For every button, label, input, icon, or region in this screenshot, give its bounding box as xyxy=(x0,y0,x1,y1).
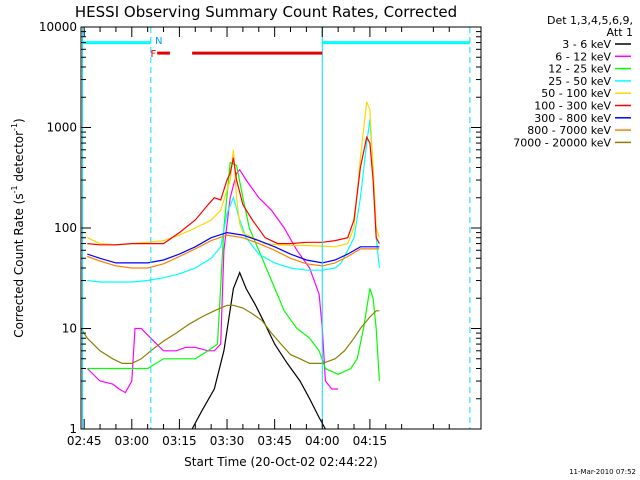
legend-label-5: 100 - 300 keV xyxy=(534,100,611,113)
y-tick-label-2: 100 xyxy=(54,221,77,235)
x-tick-label-0: 02:45 xyxy=(67,434,102,448)
legend-label-1: 6 - 12 keV xyxy=(555,50,611,63)
x-tick-label-1: 03:00 xyxy=(114,434,149,448)
legend-label-0: 3 - 6 keV xyxy=(562,38,611,51)
x-tick-label-5: 04:00 xyxy=(305,434,340,448)
chart-title: HESSI Observing Summary Count Rates, Cor… xyxy=(75,3,457,21)
series-line-8 xyxy=(80,304,380,364)
legend-label-4: 50 - 100 keV xyxy=(541,87,611,100)
x-tick-label-4: 03:45 xyxy=(257,434,292,448)
series-line-4 xyxy=(87,101,380,248)
x-axis-label: Start Time (20-Oct-02 02:44:22) xyxy=(184,455,378,469)
axis-layer: 1 10 100 1000 10000 02:45 03:00 03:15 03:30 03:45… xyxy=(39,20,482,448)
series-line-2 xyxy=(87,161,380,382)
y-axis-label-part: Corrected Count Rate (s xyxy=(12,193,26,337)
legend-label-3: 25 - 50 keV xyxy=(548,75,611,88)
y-tick-label-3: 1000 xyxy=(46,121,77,135)
legend-header-1: Att 1 xyxy=(607,26,633,39)
series-line-3 xyxy=(87,119,380,283)
series-line-5 xyxy=(87,135,380,246)
flag-label-0: F xyxy=(150,49,156,60)
y-tick-label-0: 1 xyxy=(69,422,77,436)
footer-timestamp: 11-Mar-2010 07:52 xyxy=(569,468,636,476)
series-line-7 xyxy=(87,234,380,269)
series-layer xyxy=(80,101,380,430)
series-line-0 xyxy=(191,270,326,430)
y-axis-label: Corrected Count Rate (s-1 detector-1) xyxy=(10,118,26,337)
legend-label-2: 12 - 25 keV xyxy=(548,63,611,76)
x-tick-label-6: 04:15 xyxy=(353,434,388,448)
series-line-6 xyxy=(87,231,380,264)
y-tick-label-4: 10000 xyxy=(39,20,77,34)
legend-label-6: 300 - 800 keV xyxy=(534,112,611,125)
y-tick-label-1: 10 xyxy=(62,322,77,336)
legend-header-0: Det 1,3,4,5,6,9, xyxy=(547,14,633,27)
y-axis-label-part: detector xyxy=(12,131,26,186)
y-axis-label-sup: -1 xyxy=(10,123,19,131)
legend-label-8: 7000 - 20000 keV xyxy=(513,136,611,149)
y-axis-label-part: ) xyxy=(12,118,26,123)
x-tick-label-3: 03:30 xyxy=(210,434,245,448)
flag-label-1: N xyxy=(155,36,162,47)
x-tick-label-2: 03:15 xyxy=(162,434,197,448)
series-line-1 xyxy=(86,168,339,394)
y-axis-label-sup: -1 xyxy=(10,185,19,193)
legend-label-7: 800 - 7000 keV xyxy=(527,124,611,137)
